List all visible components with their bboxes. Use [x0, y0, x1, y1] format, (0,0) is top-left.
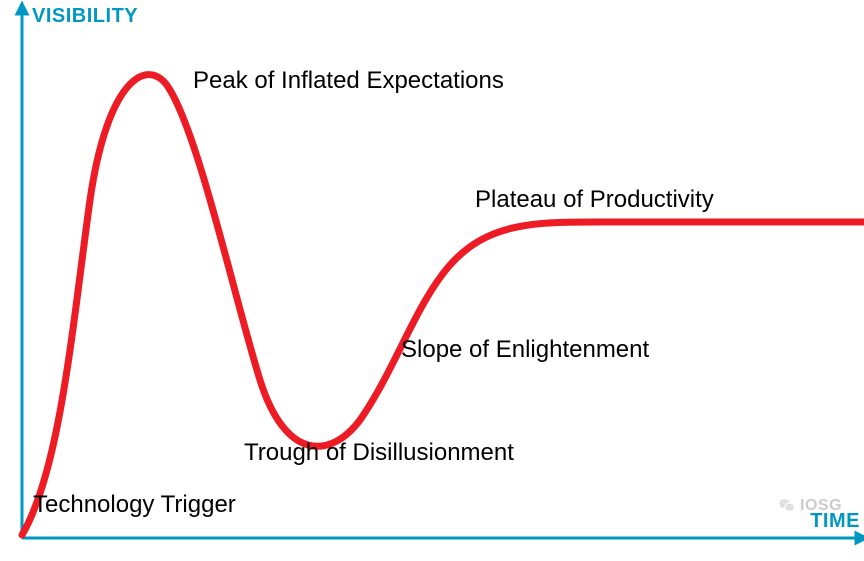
watermark-text: IOSG	[800, 497, 842, 515]
wechat-icon	[778, 497, 796, 515]
phase-label-peak: Peak of Inflated Expectations	[193, 67, 504, 95]
watermark: IOSG	[778, 497, 842, 515]
phase-label-plateau: Plateau of Productivity	[475, 186, 714, 214]
phase-label-trough: Trough of Disillusionment	[244, 439, 514, 467]
phase-label-slope: Slope of Enlightenment	[401, 336, 649, 364]
y-axis-label: VISIBILITY	[32, 5, 138, 28]
hype-cycle-chart: VISIBILITY TIME Technology Trigger Peak …	[0, 0, 864, 561]
phase-label-trigger: Technology Trigger	[33, 491, 236, 519]
